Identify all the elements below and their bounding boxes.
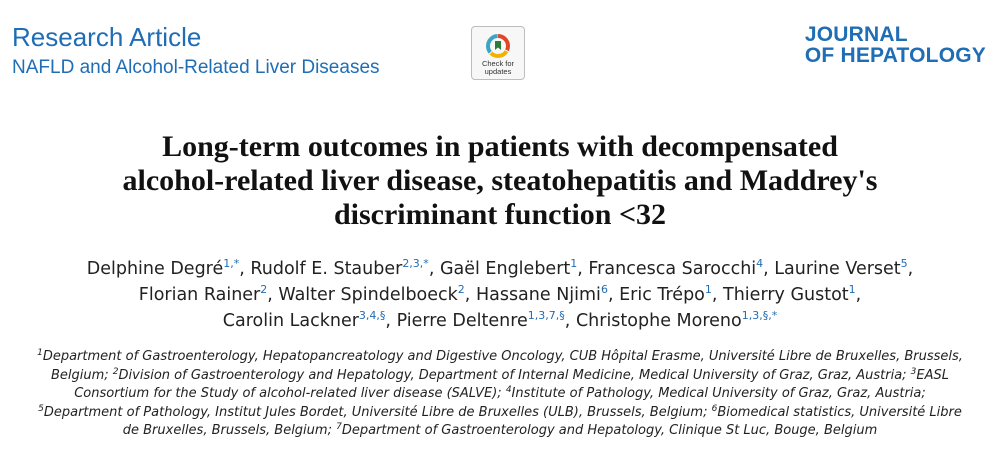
affiliation: 5Department of Pathology, Institut Jules… xyxy=(38,403,712,420)
author-affiliation-ref[interactable]: 3,4,§ xyxy=(358,309,386,322)
author-line: Florian Rainer2, Walter Spindelboeck2, H… xyxy=(138,283,862,305)
journal-section: NAFLD and Alcohol-Related Liver Diseases xyxy=(12,57,380,78)
affiliation: 6Biomedical statistics, Université Libre… xyxy=(122,403,962,438)
author[interactable]: Thierry Gustot1 xyxy=(723,283,856,305)
author-affiliation-ref[interactable]: 2,3,* xyxy=(402,257,429,270)
author-affiliation-ref[interactable]: 1 xyxy=(704,283,712,296)
author-affiliation-ref[interactable]: 1 xyxy=(848,283,856,296)
affiliation: 4Institute of Pathology, Medical Univers… xyxy=(505,385,926,402)
author[interactable]: Florian Rainer2 xyxy=(138,283,268,305)
badge-label-2: updates xyxy=(484,67,512,76)
affiliations: 1Department of Gastroenterology, Hepatop… xyxy=(30,348,970,441)
author-affiliation-ref[interactable]: 1,3,§,* xyxy=(741,309,778,322)
affiliation: 7Department of Gastroenterology and Hepa… xyxy=(336,422,878,439)
author-list: Delphine Degré1,*, Rudolf E. Stauber2,3,… xyxy=(40,256,960,334)
author[interactable]: Laurine Verset5 xyxy=(774,257,908,279)
author-line: Delphine Degré1,*, Rudolf E. Stauber2,3,… xyxy=(86,257,914,279)
badge-label-1: Check for xyxy=(481,59,515,68)
author[interactable]: Walter Spindelboeck2 xyxy=(278,283,465,305)
author[interactable]: Carolin Lackner3,4,§ xyxy=(222,309,386,331)
author[interactable]: Francesca Sarocchi4 xyxy=(588,257,764,279)
author-line: Carolin Lackner3,4,§, Pierre Deltenre1,3… xyxy=(222,309,778,331)
author-affiliation-ref[interactable]: 6 xyxy=(600,283,608,296)
check-updates-icon xyxy=(486,34,510,58)
author[interactable]: Eric Trépo1 xyxy=(619,283,712,305)
author-affiliation-ref[interactable]: 1,3,7,§ xyxy=(527,309,565,322)
author-affiliation-ref[interactable]: 1 xyxy=(570,257,578,270)
author[interactable]: Rudolf E. Stauber2,3,* xyxy=(250,257,429,279)
author[interactable]: Hassane Njimi6 xyxy=(475,283,608,305)
title-line: alcohol-related liver disease, steatohep… xyxy=(122,164,878,197)
author[interactable]: Gaël Englebert1 xyxy=(439,257,578,279)
author[interactable]: Pierre Deltenre1,3,7,§ xyxy=(396,309,565,331)
journal-name-line1: JOURNAL xyxy=(804,23,908,46)
article-type: Research Article xyxy=(12,22,202,52)
journal-logo[interactable]: JOURNAL OF HEPATOLOGY xyxy=(805,24,986,66)
journal-name-line2: OF HEPATOLOGY xyxy=(804,44,986,67)
author-affiliation-ref[interactable]: 4 xyxy=(756,257,764,270)
title-line: Long-term outcomes in patients with deco… xyxy=(162,130,838,163)
article-header: Research Article NAFLD and Alcohol-Relat… xyxy=(12,22,380,80)
author-affiliation-ref[interactable]: 2 xyxy=(260,283,268,296)
author-affiliation-ref[interactable]: 2 xyxy=(457,283,465,296)
author-affiliation-ref[interactable]: 1,* xyxy=(223,257,240,270)
article-title: Long-term outcomes in patients with deco… xyxy=(60,130,940,232)
affiliation: 1Department of Gastroenterology, Hepatop… xyxy=(37,348,963,383)
check-for-updates-button[interactable]: Check for updates xyxy=(471,26,525,80)
author[interactable]: Christophe Moreno1,3,§,* xyxy=(575,309,778,331)
title-line: discriminant function <32 xyxy=(333,198,667,231)
author[interactable]: Delphine Degré1,* xyxy=(86,257,240,279)
affiliation: 2Division of Gastroenterology and Hepato… xyxy=(112,366,911,383)
author-affiliation-ref[interactable]: 5 xyxy=(900,257,908,270)
affiliation: 3EASL Consortium for the Study of alcoho… xyxy=(74,366,950,401)
